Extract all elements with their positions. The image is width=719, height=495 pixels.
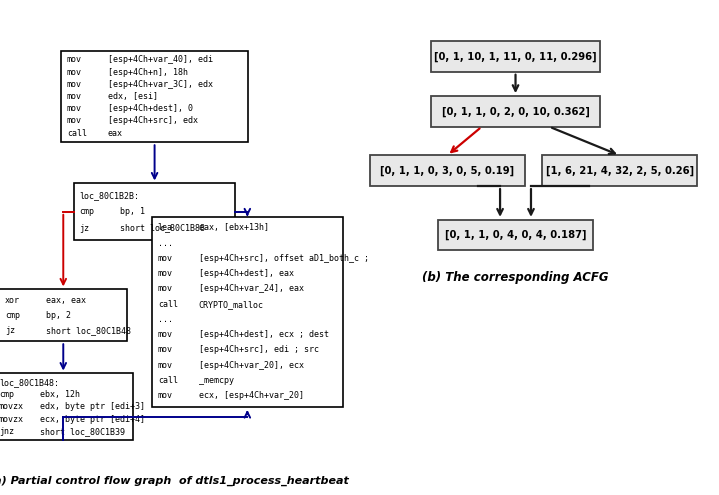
Text: eax, [ebx+13h]: eax, [ebx+13h] (198, 224, 269, 233)
Text: eax, eax: eax, eax (46, 296, 86, 305)
Text: CRYPTO_malloc: CRYPTO_malloc (198, 300, 264, 309)
Text: [0, 1, 10, 1, 11, 0, 11, 0.296]: [0, 1, 10, 1, 11, 0, 11, 0.296] (434, 51, 597, 61)
Text: ...: ... (157, 239, 173, 248)
Text: mov: mov (67, 104, 82, 113)
Text: mov: mov (157, 254, 173, 263)
FancyBboxPatch shape (438, 220, 592, 250)
Text: mov: mov (157, 361, 173, 370)
Text: [esp+4Ch+dest], ecx ; dest: [esp+4Ch+dest], ecx ; dest (198, 330, 329, 339)
Text: [1, 6, 21, 4, 32, 2, 5, 0.26]: [1, 6, 21, 4, 32, 2, 5, 0.26] (546, 166, 694, 176)
Text: cmp: cmp (0, 390, 14, 399)
FancyBboxPatch shape (431, 41, 600, 72)
Text: call: call (157, 376, 178, 385)
Text: short loc_80C1B48: short loc_80C1B48 (46, 326, 131, 335)
Text: ...: ... (157, 315, 173, 324)
FancyBboxPatch shape (370, 155, 524, 186)
Text: lea: lea (157, 224, 173, 233)
FancyBboxPatch shape (61, 51, 248, 143)
FancyBboxPatch shape (542, 155, 697, 186)
Text: call: call (157, 300, 178, 309)
Text: mov: mov (157, 285, 173, 294)
Text: [0, 1, 1, 0, 3, 0, 5, 0.19]: [0, 1, 1, 0, 3, 0, 5, 0.19] (380, 166, 514, 176)
Text: movzx: movzx (0, 414, 24, 424)
Text: [esp+4Ch+var_40], edi: [esp+4Ch+var_40], edi (108, 55, 213, 64)
FancyBboxPatch shape (0, 289, 127, 342)
Text: mov: mov (67, 116, 82, 125)
Text: xor: xor (5, 296, 20, 305)
Text: cmp: cmp (5, 311, 20, 320)
Text: loc_80C1B48:: loc_80C1B48: (0, 378, 59, 387)
Text: [esp+4Ch+src], offset aD1_both_c ;: [esp+4Ch+src], offset aD1_both_c ; (198, 254, 369, 263)
Text: mov: mov (157, 391, 173, 400)
Text: movzx: movzx (0, 402, 24, 411)
Text: [esp+4Ch+n], 18h: [esp+4Ch+n], 18h (108, 68, 188, 77)
Text: [esp+4Ch+var_24], eax: [esp+4Ch+var_24], eax (198, 285, 304, 294)
Text: loc_80C1B2B:: loc_80C1B2B: (79, 191, 139, 200)
Text: mov: mov (157, 330, 173, 339)
Text: ecx, byte ptr [edi+4]: ecx, byte ptr [edi+4] (40, 414, 145, 424)
Text: edx, byte ptr [edi+3]: edx, byte ptr [edi+3] (40, 402, 145, 411)
Text: [esp+4Ch+src], edx: [esp+4Ch+src], edx (108, 116, 198, 125)
Text: [esp+4Ch+dest], 0: [esp+4Ch+dest], 0 (108, 104, 193, 113)
Text: cmp: cmp (79, 207, 94, 216)
Text: [0, 1, 1, 0, 4, 0, 4, 0.187]: [0, 1, 1, 0, 4, 0, 4, 0.187] (445, 230, 586, 240)
Text: mov: mov (67, 92, 82, 101)
Text: call: call (67, 129, 87, 138)
Text: jz: jz (79, 224, 89, 233)
Text: mov: mov (157, 269, 173, 278)
Text: eax: eax (108, 129, 123, 138)
Text: _memcpy: _memcpy (198, 376, 234, 385)
Text: jz: jz (5, 326, 15, 335)
Text: short loc_80C1B88: short loc_80C1B88 (120, 224, 206, 233)
FancyBboxPatch shape (431, 96, 600, 127)
Text: bp, 1: bp, 1 (120, 207, 145, 216)
Text: edx, [esi]: edx, [esi] (108, 92, 158, 101)
Text: (b) The corresponding ACFG: (b) The corresponding ACFG (422, 271, 609, 284)
Text: [esp+4Ch+var_20], ecx: [esp+4Ch+var_20], ecx (198, 361, 304, 370)
Text: mov: mov (67, 80, 82, 89)
Text: ebx, 12h: ebx, 12h (40, 390, 80, 399)
Text: ecx, [esp+4Ch+var_20]: ecx, [esp+4Ch+var_20] (198, 391, 304, 400)
Text: [esp+4Ch+src], edi ; src: [esp+4Ch+src], edi ; src (198, 346, 319, 354)
Text: mov: mov (157, 346, 173, 354)
Text: bp, 2: bp, 2 (46, 311, 71, 320)
Text: mov: mov (67, 55, 82, 64)
Text: [0, 1, 1, 0, 2, 0, 10, 0.362]: [0, 1, 1, 0, 2, 0, 10, 0.362] (441, 106, 590, 116)
Text: mov: mov (67, 68, 82, 77)
FancyBboxPatch shape (152, 217, 342, 407)
FancyBboxPatch shape (73, 184, 235, 241)
Text: [esp+4Ch+dest], eax: [esp+4Ch+dest], eax (198, 269, 294, 278)
FancyBboxPatch shape (0, 373, 134, 441)
Text: (a) Partial control flow graph  of dtls1_process_heartbeat: (a) Partial control flow graph of dtls1_… (0, 476, 349, 486)
Text: short loc_80C1B39: short loc_80C1B39 (40, 427, 125, 436)
Text: jnz: jnz (0, 427, 14, 436)
Text: [esp+4Ch+var_3C], edx: [esp+4Ch+var_3C], edx (108, 80, 213, 89)
